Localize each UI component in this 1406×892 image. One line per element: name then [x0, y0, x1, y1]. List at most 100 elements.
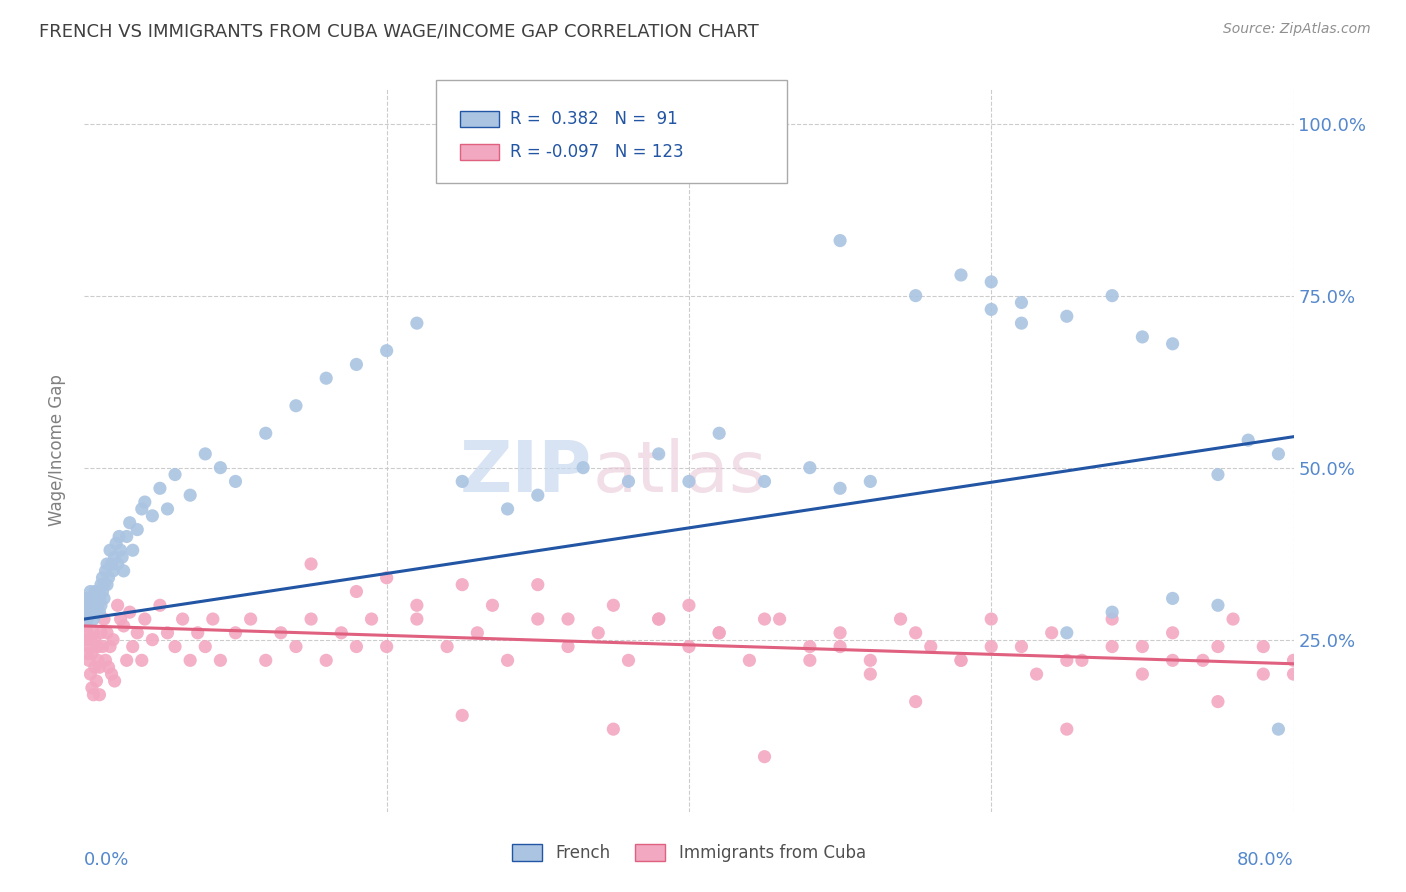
- Point: [451, 475, 474, 489]
- Point: [89, 660, 111, 674]
- Point: [89, 688, 111, 702]
- Point: [134, 495, 156, 509]
- Point: [1071, 653, 1094, 667]
- Point: [270, 625, 292, 640]
- Point: [86, 605, 108, 619]
- Point: [141, 632, 163, 647]
- Point: [904, 288, 927, 302]
- Point: [79, 667, 101, 681]
- Point: [1056, 722, 1078, 736]
- Point: [285, 399, 308, 413]
- Point: [1011, 316, 1033, 330]
- Point: [131, 502, 153, 516]
- Point: [84, 584, 107, 599]
- Point: [107, 599, 129, 613]
- Point: [299, 557, 322, 571]
- Point: [105, 536, 128, 550]
- Point: [1253, 640, 1275, 654]
- Point: [799, 640, 821, 654]
- Point: [90, 625, 112, 640]
- Point: [330, 625, 353, 640]
- Point: [101, 564, 124, 578]
- Point: [1206, 640, 1229, 654]
- Point: [115, 653, 138, 667]
- Point: [406, 599, 429, 613]
- Point: [179, 488, 201, 502]
- Point: [77, 605, 100, 619]
- Point: [1206, 695, 1229, 709]
- Point: [1130, 330, 1153, 344]
- Point: [451, 577, 474, 591]
- Point: [830, 625, 852, 640]
- Point: [678, 640, 700, 654]
- Point: [89, 591, 111, 606]
- Point: [87, 640, 110, 654]
- Point: [80, 681, 103, 695]
- Point: [82, 688, 104, 702]
- Point: [90, 599, 112, 613]
- Point: [82, 599, 104, 613]
- Point: [496, 653, 519, 667]
- Point: [1056, 310, 1078, 324]
- Point: [179, 653, 201, 667]
- Point: [859, 475, 882, 489]
- Point: [93, 612, 115, 626]
- Point: [80, 647, 103, 661]
- Point: [101, 632, 124, 647]
- Text: Source: ZipAtlas.com: Source: ZipAtlas.com: [1223, 22, 1371, 37]
- Point: [156, 625, 179, 640]
- Point: [94, 653, 117, 667]
- Point: [75, 619, 97, 633]
- Point: [980, 612, 1002, 626]
- Point: [602, 599, 624, 613]
- Point: [950, 653, 973, 667]
- Point: [94, 564, 117, 578]
- Point: [107, 557, 129, 571]
- Point: [709, 625, 731, 640]
- Point: [1206, 467, 1229, 482]
- Text: FRENCH VS IMMIGRANTS FROM CUBA WAGE/INCOME GAP CORRELATION CHART: FRENCH VS IMMIGRANTS FROM CUBA WAGE/INCO…: [39, 22, 759, 40]
- Point: [557, 612, 579, 626]
- Point: [165, 640, 187, 654]
- Point: [121, 640, 143, 654]
- Point: [93, 577, 115, 591]
- Point: [194, 640, 217, 654]
- Legend: French, Immigrants from Cuba: French, Immigrants from Cuba: [505, 837, 873, 869]
- Point: [110, 543, 132, 558]
- Point: [406, 316, 429, 330]
- Point: [904, 625, 927, 640]
- Point: [79, 599, 101, 613]
- Point: [82, 625, 104, 640]
- Point: [79, 632, 101, 647]
- Point: [91, 571, 114, 585]
- Point: [830, 481, 852, 495]
- Point: [754, 612, 776, 626]
- Point: [1011, 295, 1033, 310]
- Point: [1267, 447, 1289, 461]
- Point: [602, 722, 624, 736]
- Point: [76, 599, 98, 613]
- Point: [709, 426, 731, 441]
- Point: [1222, 612, 1244, 626]
- Point: [111, 550, 134, 565]
- Point: [1040, 625, 1063, 640]
- Point: [93, 591, 115, 606]
- Point: [678, 599, 700, 613]
- Point: [299, 612, 322, 626]
- Point: [87, 653, 110, 667]
- Point: [315, 371, 337, 385]
- Point: [118, 516, 141, 530]
- Point: [1161, 591, 1184, 606]
- Point: [87, 599, 110, 613]
- Point: [375, 640, 398, 654]
- Point: [980, 275, 1002, 289]
- Point: [80, 591, 103, 606]
- Y-axis label: Wage/Income Gap: Wage/Income Gap: [48, 375, 66, 526]
- Point: [375, 343, 398, 358]
- Point: [86, 673, 108, 688]
- Point: [375, 571, 398, 585]
- Point: [315, 653, 337, 667]
- Point: [209, 653, 232, 667]
- Point: [127, 523, 149, 537]
- Point: [96, 557, 118, 571]
